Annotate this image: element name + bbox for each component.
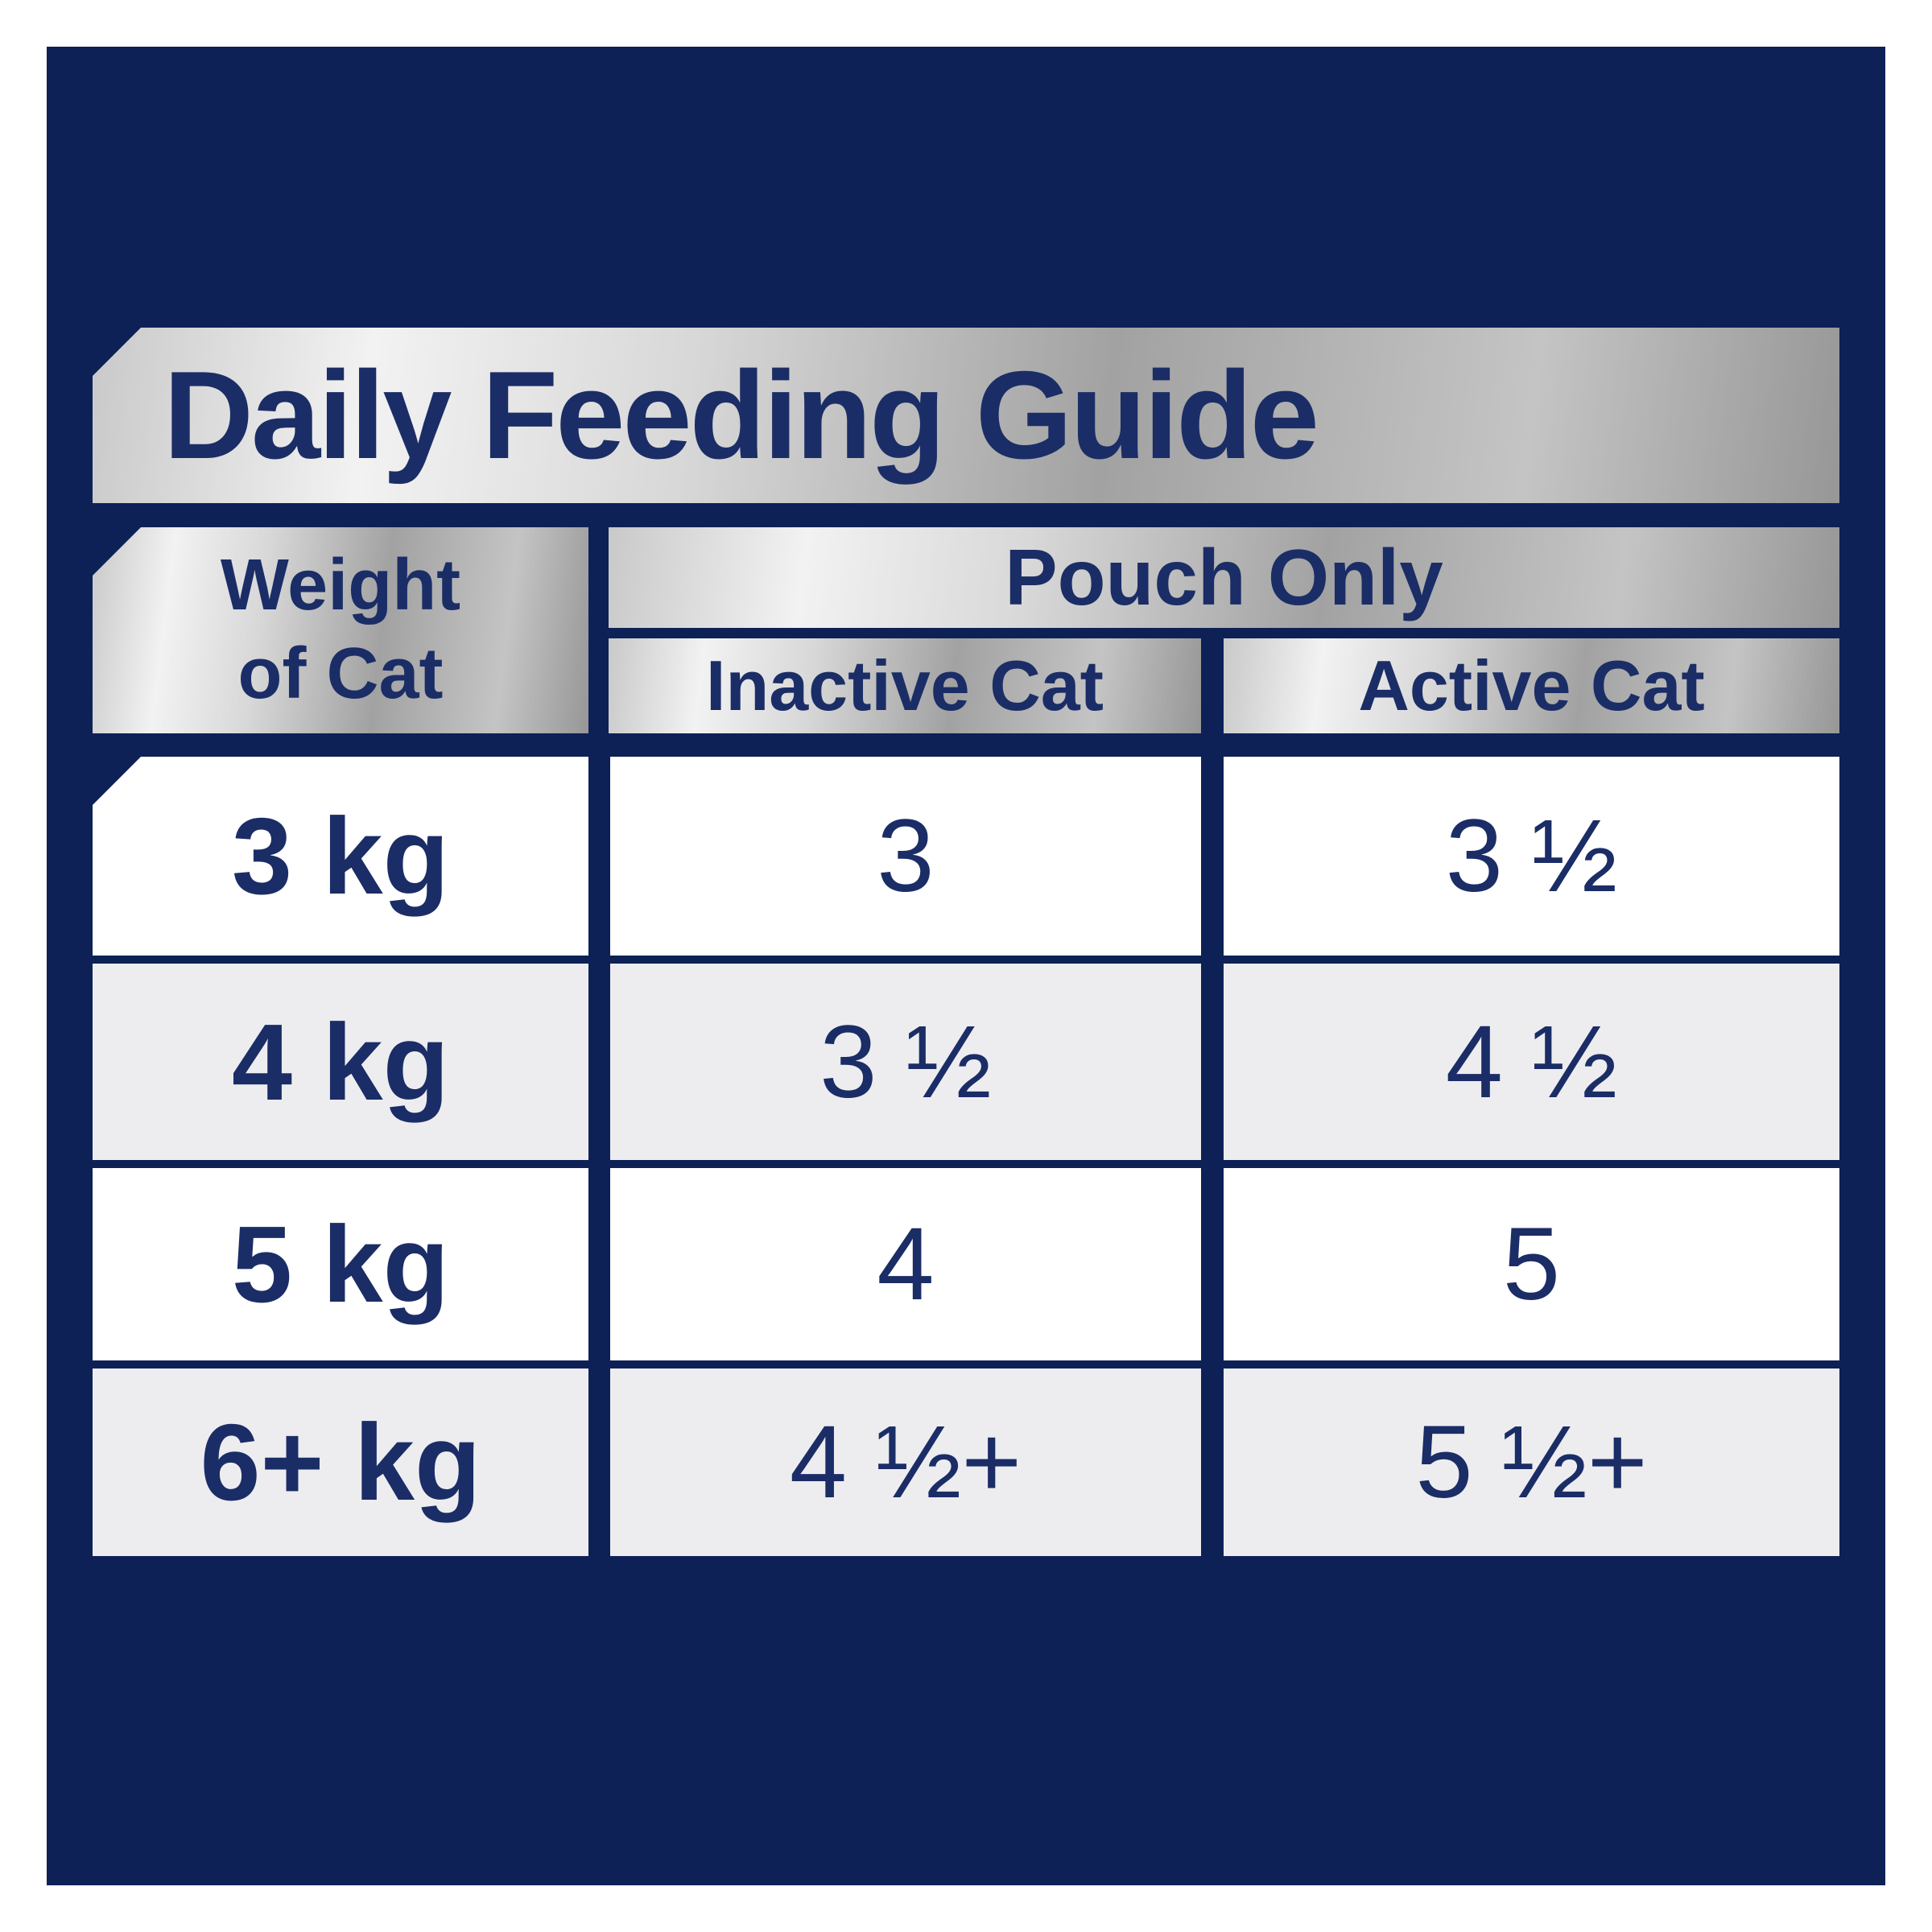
table-row: 6+ kg 4 ½+ 5 ½+ [93,1368,1839,1556]
active-value-cell: 3 ½ [1224,757,1839,956]
weight-cell: 5 kg [93,1168,588,1360]
header-divider-rule [609,628,1839,638]
pouch-only-label: Pouch Only [1005,533,1443,621]
weight-header-line1: Weight [220,545,461,626]
pouch-only-header-cell: Pouch Only [609,527,1839,628]
active-value-cell: 5 [1224,1168,1839,1360]
active-cat-label: Active Cat [1358,646,1705,725]
active-value-cell: 5 ½+ [1224,1368,1839,1556]
weight-header-line2: of Cat [237,634,444,714]
inactive-cat-header-cell: Inactive Cat [609,638,1201,733]
title-banner: Daily Feeding Guide [93,328,1839,503]
inactive-value-cell: 3 [610,757,1201,956]
inactive-value-cell: 4 [610,1168,1201,1360]
weight-cell: 3 kg [93,757,588,956]
inactive-value-cell: 3 ½ [610,964,1201,1160]
table-row: 5 kg 4 5 [93,1168,1839,1360]
weight-cell: 6+ kg [93,1368,588,1556]
active-value-cell: 4 ½ [1224,964,1839,1160]
weight-cell: 4 kg [93,964,588,1160]
page-title: Daily Feeding Guide [163,345,1319,485]
weight-header-cell: Weight of Cat [93,527,588,733]
active-cat-header-cell: Active Cat [1224,638,1839,733]
table-row: 4 kg 3 ½ 4 ½ [93,964,1839,1160]
table-row: 3 kg 3 3 ½ [93,757,1839,956]
inactive-cat-label: Inactive Cat [706,646,1104,725]
inactive-value-cell: 4 ½+ [610,1368,1201,1556]
